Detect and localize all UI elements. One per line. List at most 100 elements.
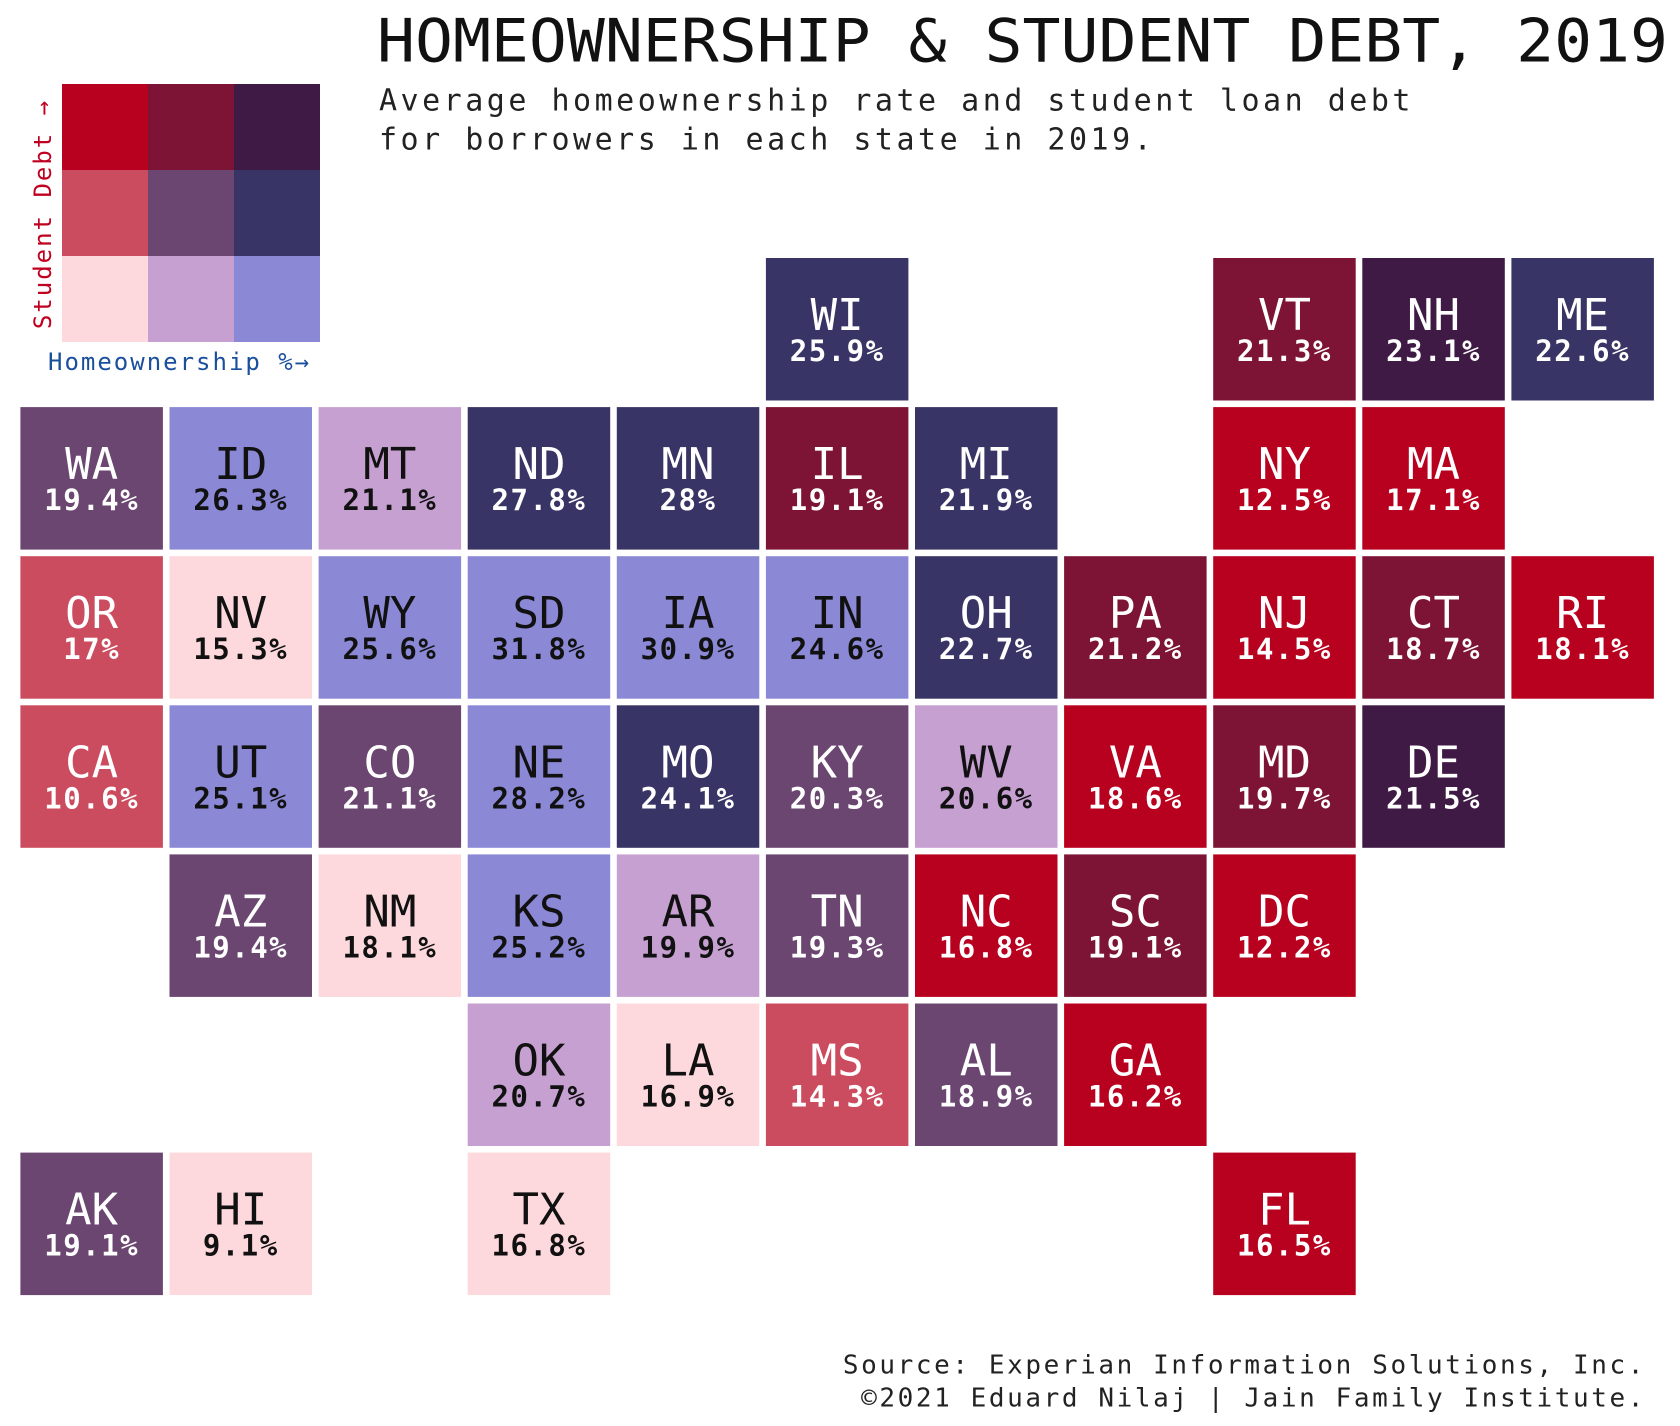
state-label: WV (960, 737, 1013, 788)
value-label: 25.2% (492, 930, 587, 964)
state-label: NJ (1258, 588, 1311, 639)
state-label: CO (363, 737, 416, 788)
value-label: 21.1% (342, 781, 437, 815)
value-label: 21.2% (1088, 632, 1183, 666)
state-tile (20, 407, 163, 550)
state-label: MS (811, 1036, 864, 1087)
state-label: TX (512, 1185, 565, 1236)
value-label: 20.7% (492, 1080, 587, 1114)
value-label: 23.1% (1386, 334, 1481, 368)
state-tile (318, 705, 462, 848)
value-label: 19.9% (641, 930, 736, 964)
state-label: MI (960, 439, 1013, 490)
state-tile (616, 407, 760, 550)
state-label: CA (65, 737, 118, 788)
state-tile (318, 407, 462, 550)
state-tile (1213, 407, 1356, 550)
state-tile (1213, 556, 1356, 699)
value-label: 28.2% (492, 781, 587, 815)
state-tile (1213, 258, 1356, 401)
state-tile (616, 854, 760, 997)
legend-y-label: Student Debt → (29, 99, 57, 329)
state-tile (169, 705, 312, 848)
state-tile (915, 556, 1058, 699)
state-label: WI (811, 290, 864, 341)
value-label: 27.8% (492, 483, 587, 517)
state-label: CT (1407, 588, 1460, 639)
state-label: NE (512, 737, 565, 788)
state-tile (1213, 854, 1356, 997)
state-label: NC (960, 886, 1013, 937)
value-label: 19.1% (790, 483, 885, 517)
value-label: 21.5% (1386, 781, 1481, 815)
state-label: AL (960, 1036, 1013, 1087)
value-label: 12.2% (1237, 930, 1332, 964)
state-tile (915, 1003, 1058, 1146)
state-tile (1362, 705, 1505, 848)
value-label: 15.3% (193, 632, 288, 666)
value-label: 19.1% (44, 1229, 139, 1263)
value-label: 9.1% (203, 1229, 279, 1263)
value-label: 21.1% (342, 483, 437, 517)
value-label: 22.7% (939, 632, 1034, 666)
state-tile (616, 1003, 760, 1146)
subtitle: Average homeownership rate and student l… (379, 84, 1414, 119)
value-label: 17.1% (1386, 483, 1481, 517)
state-label: ME (1556, 290, 1609, 341)
state-tile (467, 705, 611, 848)
value-label: 18.9% (939, 1080, 1034, 1114)
state-label: MT (363, 439, 416, 490)
state-label: ID (214, 439, 267, 490)
value-label: 18.7% (1386, 632, 1481, 666)
value-label: 16.2% (1088, 1080, 1183, 1114)
state-tile (1362, 258, 1505, 401)
state-label: WY (363, 588, 416, 639)
value-label: 10.6% (44, 781, 139, 815)
state-tile (616, 556, 760, 699)
state-label: HI (214, 1185, 267, 1236)
value-label: 25.1% (193, 781, 288, 815)
state-label: OK (512, 1036, 565, 1087)
state-label: IN (811, 588, 864, 639)
legend-swatch (62, 84, 148, 170)
state-label: OH (960, 588, 1013, 639)
state-tile (467, 854, 611, 997)
value-label: 25.6% (342, 632, 437, 666)
value-label: 12.5% (1237, 483, 1332, 517)
state-label: OR (65, 588, 118, 639)
state-label: ND (512, 439, 565, 490)
state-label: SD (512, 588, 565, 639)
value-label: 25.9% (790, 334, 885, 368)
value-label: 31.8% (492, 632, 587, 666)
legend-swatch (148, 170, 234, 256)
value-label: 16.9% (641, 1080, 736, 1114)
state-tile (467, 1003, 611, 1146)
subtitle: for borrowers in each state in 2019. (379, 123, 1155, 158)
state-label: DC (1258, 886, 1311, 937)
state-label: FL (1258, 1185, 1311, 1236)
state-tile (765, 407, 909, 550)
value-label: 16.5% (1237, 1229, 1332, 1263)
value-label: 19.4% (44, 483, 139, 517)
value-label: 19.4% (193, 930, 288, 964)
source: Source: Experian Information Solutions, … (843, 1351, 1646, 1381)
value-label: 24.6% (790, 632, 885, 666)
state-label: RI (1556, 588, 1609, 639)
value-label: 26.3% (193, 483, 288, 517)
legend-x-label: Homeownership %→ (48, 348, 311, 376)
state-label: MD (1258, 737, 1311, 788)
state-tile (169, 407, 312, 550)
state-tile (1213, 1152, 1356, 1296)
state-label: MN (662, 439, 715, 490)
value-label: 19.3% (790, 930, 885, 964)
state-tile (765, 854, 909, 997)
state-tile (915, 854, 1058, 997)
state-tile (467, 1152, 611, 1296)
state-tile (1362, 407, 1505, 550)
state-tile (467, 556, 611, 699)
value-label: 18.1% (1535, 632, 1630, 666)
state-label: NV (214, 588, 267, 639)
state-tile (20, 556, 163, 699)
state-label: TN (811, 886, 864, 937)
